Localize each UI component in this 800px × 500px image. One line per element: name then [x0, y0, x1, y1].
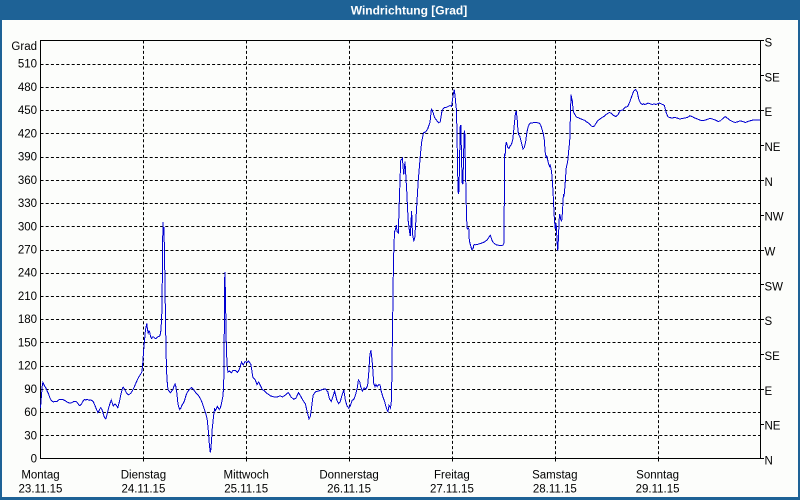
svg-text:Sonntag: Sonntag: [636, 470, 679, 482]
svg-text:28.11.15: 28.11.15: [533, 484, 577, 496]
svg-text:NW: NW: [765, 212, 784, 224]
svg-text:Montag: Montag: [21, 470, 59, 482]
svg-text:210: 210: [18, 291, 37, 303]
svg-text:150: 150: [18, 337, 37, 349]
svg-text:420: 420: [18, 128, 37, 140]
svg-text:Donnerstag: Donnerstag: [319, 470, 378, 482]
svg-text:270: 270: [18, 245, 37, 257]
svg-text:NE: NE: [765, 421, 781, 433]
svg-text:24.11.15: 24.11.15: [121, 484, 165, 496]
svg-text:450: 450: [18, 105, 37, 117]
svg-text:Windrichtung [Grad]: Windrichtung [Grad]: [351, 4, 468, 18]
svg-text:330: 330: [18, 198, 37, 210]
svg-text:510: 510: [18, 59, 37, 71]
svg-text:SE: SE: [765, 351, 781, 363]
svg-text:NE: NE: [765, 142, 781, 154]
svg-text:Dienstag: Dienstag: [121, 470, 166, 482]
svg-text:S: S: [765, 38, 773, 50]
svg-text:30: 30: [24, 430, 37, 442]
svg-text:Mittwoch: Mittwoch: [224, 470, 269, 482]
svg-text:E: E: [765, 107, 773, 119]
svg-text:480: 480: [18, 82, 37, 94]
svg-text:390: 390: [18, 152, 37, 164]
svg-text:W: W: [765, 247, 776, 259]
svg-text:N: N: [765, 456, 773, 468]
svg-text:0: 0: [31, 454, 37, 466]
svg-text:SW: SW: [765, 281, 784, 293]
svg-text:60: 60: [24, 407, 37, 419]
svg-text:25.11.15: 25.11.15: [224, 484, 268, 496]
svg-text:26.11.15: 26.11.15: [327, 484, 371, 496]
svg-text:Freitag: Freitag: [434, 470, 470, 482]
svg-text:360: 360: [18, 175, 37, 187]
svg-text:240: 240: [18, 268, 37, 280]
svg-text:Grad: Grad: [11, 41, 37, 53]
svg-text:SE: SE: [765, 72, 781, 84]
svg-text:23.11.15: 23.11.15: [19, 484, 63, 496]
svg-text:29.11.15: 29.11.15: [636, 484, 680, 496]
svg-text:Samstag: Samstag: [532, 470, 577, 482]
svg-text:300: 300: [18, 221, 37, 233]
svg-text:S: S: [765, 316, 773, 328]
svg-text:N: N: [765, 177, 773, 189]
svg-text:180: 180: [18, 314, 37, 326]
svg-text:120: 120: [18, 361, 37, 373]
svg-text:27.11.15: 27.11.15: [430, 484, 474, 496]
svg-text:90: 90: [24, 384, 37, 396]
svg-text:E: E: [765, 386, 773, 398]
